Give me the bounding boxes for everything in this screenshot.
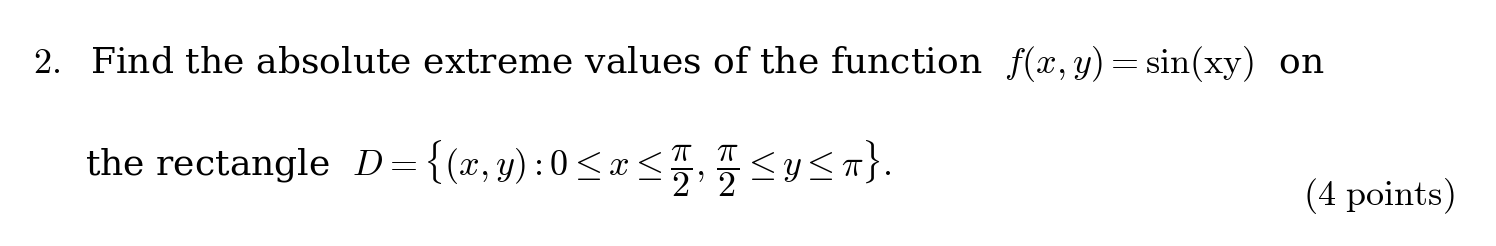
Text: $2.$  Find the absolute extreme values of the function  $f(x, y) = \sin(\mathrm{: $2.$ Find the absolute extreme values of… <box>33 44 1324 84</box>
Text: the rectangle  $D = \{(x, y) : 0 \leq x \leq \dfrac{\pi}{2},\, \dfrac{\pi}{2} \l: the rectangle $D = \{(x, y) : 0 \leq x \… <box>85 138 892 199</box>
Text: $(4\ \mathrm{points})$: $(4\ \mathrm{points})$ <box>1303 176 1454 216</box>
